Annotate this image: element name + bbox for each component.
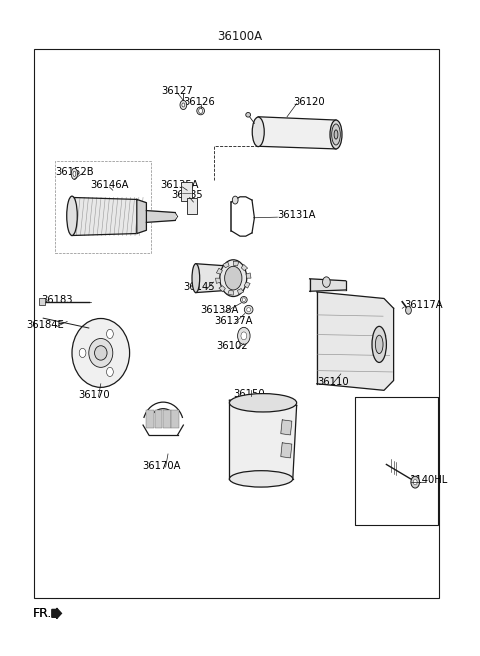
Polygon shape <box>223 262 229 268</box>
Polygon shape <box>281 443 292 458</box>
Text: 36185: 36185 <box>171 190 203 201</box>
Circle shape <box>241 332 247 340</box>
Text: 36146A: 36146A <box>90 180 129 190</box>
Polygon shape <box>244 282 250 288</box>
Bar <box>55 161 151 253</box>
Text: 36126: 36126 <box>183 96 215 107</box>
Bar <box>181 182 192 201</box>
Text: 36145: 36145 <box>183 282 215 293</box>
Text: 36170: 36170 <box>78 390 109 400</box>
Ellipse shape <box>252 117 264 146</box>
Bar <box>39 298 45 305</box>
Circle shape <box>180 100 187 110</box>
Polygon shape <box>229 400 297 479</box>
Text: 1140HL: 1140HL <box>409 475 448 485</box>
Polygon shape <box>72 197 137 236</box>
Polygon shape <box>238 289 244 295</box>
Text: 36152B: 36152B <box>55 167 94 177</box>
Circle shape <box>406 306 411 314</box>
Text: 36127: 36127 <box>162 85 193 96</box>
Ellipse shape <box>67 196 77 236</box>
Circle shape <box>232 196 238 204</box>
Polygon shape <box>196 264 224 293</box>
Ellipse shape <box>197 107 204 115</box>
Polygon shape <box>146 211 175 222</box>
Text: 36170A: 36170A <box>143 461 181 471</box>
Text: 36120: 36120 <box>293 96 324 107</box>
Ellipse shape <box>72 318 130 387</box>
Circle shape <box>323 277 330 287</box>
Ellipse shape <box>95 346 107 360</box>
Polygon shape <box>241 264 248 270</box>
Text: 36150: 36150 <box>233 388 264 399</box>
FancyArrow shape <box>52 608 61 619</box>
Ellipse shape <box>71 168 78 180</box>
Ellipse shape <box>244 306 253 314</box>
Circle shape <box>199 108 203 113</box>
Circle shape <box>413 480 417 485</box>
Polygon shape <box>216 268 222 274</box>
Circle shape <box>79 348 86 358</box>
Ellipse shape <box>240 297 247 303</box>
Text: 36137A: 36137A <box>215 316 253 326</box>
Ellipse shape <box>334 130 338 139</box>
Circle shape <box>238 327 250 344</box>
Polygon shape <box>137 199 146 234</box>
Ellipse shape <box>73 171 76 176</box>
Polygon shape <box>246 273 251 278</box>
Polygon shape <box>310 279 346 291</box>
Polygon shape <box>317 292 394 390</box>
Circle shape <box>411 476 420 488</box>
Ellipse shape <box>330 120 342 149</box>
Circle shape <box>220 260 247 297</box>
Polygon shape <box>216 278 220 283</box>
Bar <box>146 410 154 428</box>
Text: 36138A: 36138A <box>201 305 239 316</box>
Text: FR.: FR. <box>33 607 52 620</box>
Polygon shape <box>258 117 336 149</box>
Text: 36184E: 36184E <box>27 319 64 330</box>
Polygon shape <box>281 420 292 435</box>
Bar <box>34 49 439 598</box>
Circle shape <box>242 298 245 302</box>
Ellipse shape <box>375 335 383 354</box>
Polygon shape <box>219 286 226 292</box>
Ellipse shape <box>89 338 113 367</box>
Circle shape <box>225 266 242 290</box>
Bar <box>171 410 179 428</box>
Text: 36102: 36102 <box>216 341 248 352</box>
Polygon shape <box>233 261 239 266</box>
Text: 36131A: 36131A <box>277 210 316 220</box>
Text: 36110: 36110 <box>317 377 348 387</box>
Ellipse shape <box>372 327 386 362</box>
Bar <box>155 410 162 428</box>
Text: FR.: FR. <box>33 607 52 620</box>
Ellipse shape <box>229 471 293 487</box>
Circle shape <box>182 103 185 107</box>
Circle shape <box>107 329 113 338</box>
Ellipse shape <box>332 124 340 145</box>
Circle shape <box>107 367 113 377</box>
Ellipse shape <box>247 308 251 312</box>
Bar <box>355 397 438 525</box>
Bar <box>187 198 197 214</box>
Ellipse shape <box>229 394 297 412</box>
Bar <box>163 410 171 428</box>
Ellipse shape <box>192 264 200 293</box>
Polygon shape <box>228 291 233 295</box>
Text: 36183: 36183 <box>41 295 72 305</box>
Ellipse shape <box>246 113 251 117</box>
Text: 36117A: 36117A <box>404 300 443 310</box>
Text: 36135A: 36135A <box>161 180 199 190</box>
Text: 36100A: 36100A <box>217 30 263 43</box>
